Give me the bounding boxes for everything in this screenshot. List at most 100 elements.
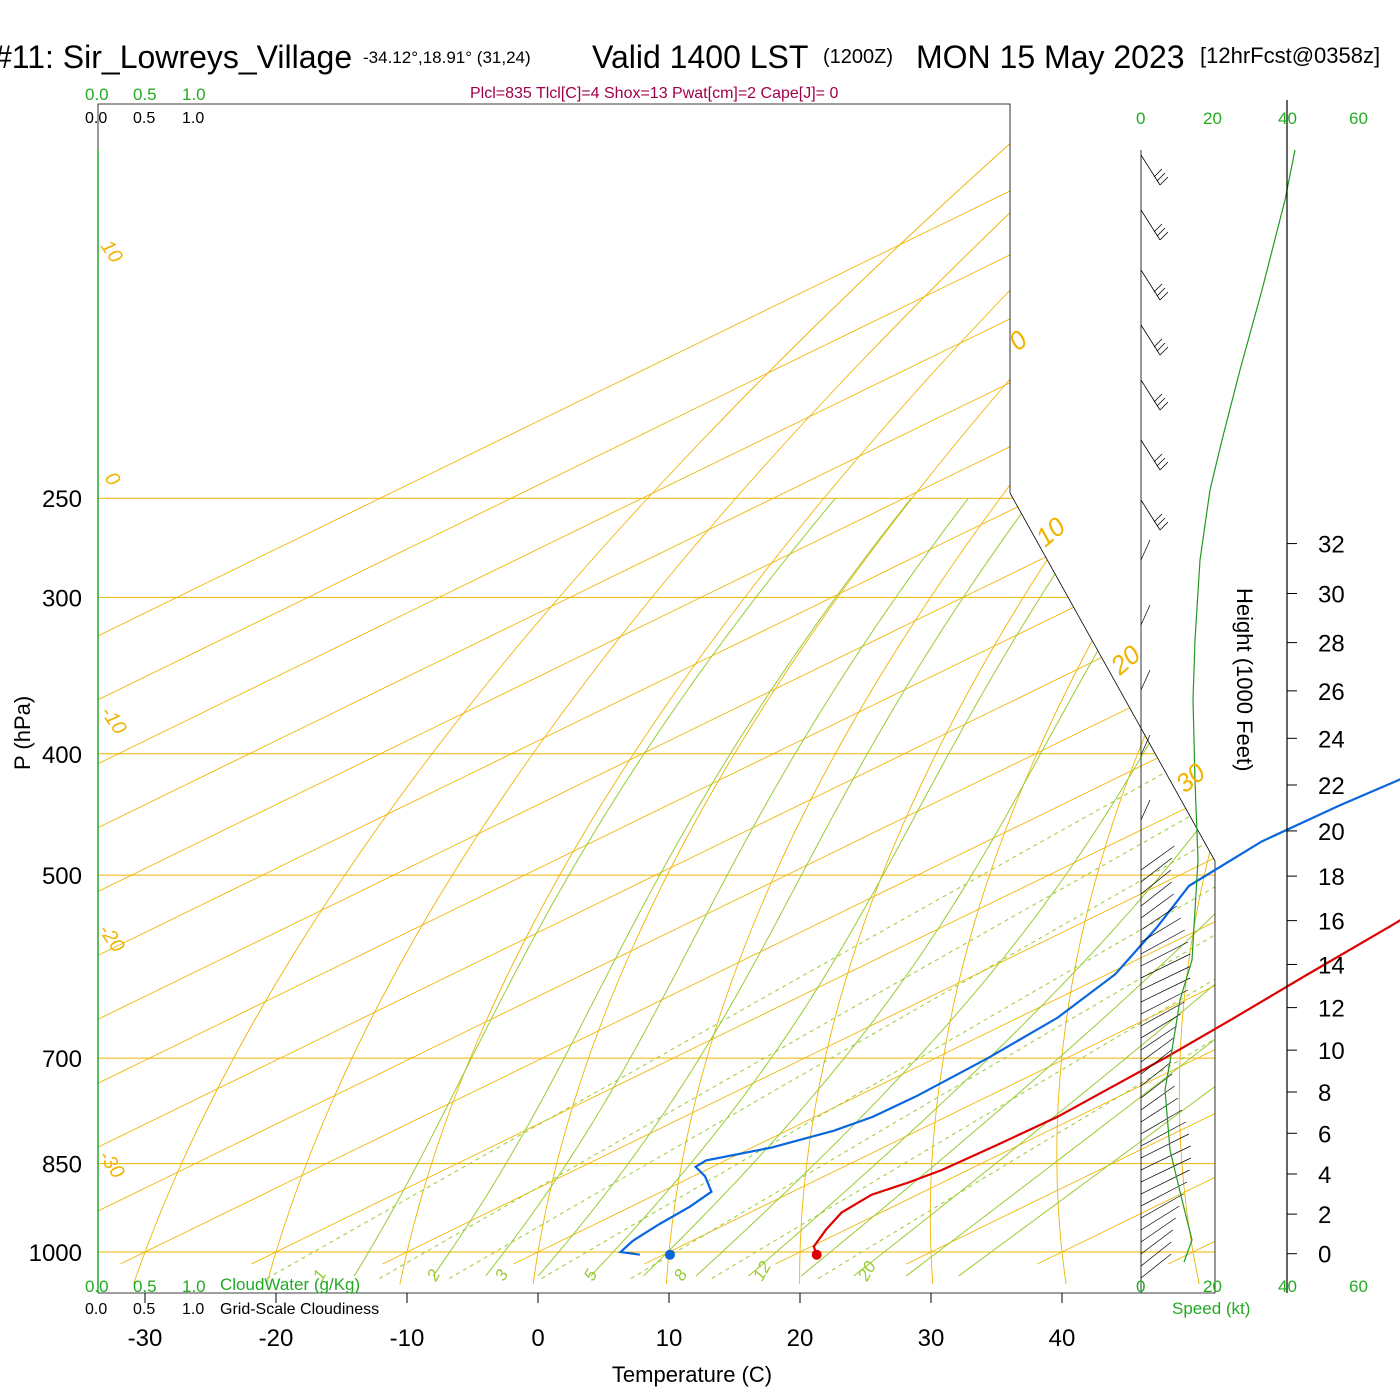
height-axis-title: Height (1000 Feet) — [1232, 588, 1257, 771]
mixing-ratio-5 — [541, 753, 1215, 1279]
moist-adiabat-32 — [905, 497, 1215, 1277]
pressure-tick-300: 300 — [42, 585, 82, 612]
height-tick-18: 18 — [1318, 864, 1345, 891]
height-tick-10: 10 — [1318, 1038, 1345, 1065]
wind-barb-lower — [1140, 1133, 1189, 1159]
mixing-ratio-3 — [448, 753, 1215, 1279]
mixing-ratio-label-2: 2 — [423, 1266, 445, 1285]
isotherm--80 — [98, 104, 1215, 1265]
pressure-ticks: 250 300 400 500 700 850 1000 — [29, 486, 82, 1267]
height-tick-22: 22 — [1318, 773, 1345, 800]
cloudwater-scale-1: 1.0 — [182, 85, 206, 104]
temperature-tick--20: -20 — [259, 1325, 294, 1352]
wind-barbs — [1140, 154, 1192, 1279]
cloudiness-scale-1: 1.0 — [182, 110, 204, 127]
moist-adiabat-20 — [748, 497, 1215, 1277]
temperature-tick-40: 40 — [1049, 1325, 1076, 1352]
wind-barb-lower — [1140, 1181, 1188, 1207]
moist-adiabat-16 — [695, 497, 1215, 1277]
wind-barb-lower — [1140, 893, 1174, 919]
wind-barb-upper-3 — [1140, 324, 1161, 356]
dry-adiabat-40 — [1056, 104, 1215, 1285]
isotherm--130 — [98, 104, 1189, 1265]
wind-barb-mid — [1140, 604, 1151, 626]
isotherm--90 — [98, 104, 1215, 1265]
isotherm-label-left-1: 0 — [100, 468, 124, 490]
cloudwater-scale-bottom-0: 0.0 — [85, 1277, 109, 1296]
wind-barb-upper-0 — [1140, 154, 1161, 186]
mixing-ratio-label-20: 20 — [854, 1258, 881, 1285]
wind-barb-lower — [1140, 941, 1189, 967]
moist-adiabat--4 — [432, 497, 912, 1277]
zulu-time: (1200Z) — [823, 46, 893, 68]
wind-barb-lower — [1140, 989, 1189, 1015]
isotherm--10 — [382, 104, 1215, 1265]
valid-date: MON 15 May 2023 — [916, 39, 1185, 75]
wind-barb-upper-feather-4-0 — [1159, 401, 1169, 411]
height-tick-2: 2 — [1318, 1202, 1331, 1229]
dry-adiabat-30 — [929, 104, 1215, 1285]
isotherm-label-right-0: 0 — [1003, 324, 1034, 357]
pressure-tick-1000: 1000 — [29, 1240, 82, 1267]
wind-barb-lower — [1140, 1241, 1172, 1267]
forecast-info: [12hrFcst@0358z] — [1200, 43, 1380, 68]
wind-barb-upper-feather-4-1 — [1156, 397, 1166, 407]
wind-barb-upper-feather-5-1 — [1156, 457, 1166, 467]
cloudwater-label: CloudWater (g/Kg) — [220, 1275, 360, 1294]
wind-barb-lower — [1140, 1037, 1174, 1063]
valid-time: Valid 1400 LST — [592, 39, 808, 75]
wind-barb-upper-feather-5-2 — [1153, 453, 1163, 463]
dry-adiabat-0 — [532, 104, 1215, 1285]
wind-barb-lower — [1140, 1169, 1190, 1195]
height-tick-26: 26 — [1318, 679, 1345, 706]
dry-adiabat--10 — [399, 104, 1199, 1285]
height-tick-20: 20 — [1318, 819, 1345, 846]
wind-barb-lower — [1140, 905, 1178, 931]
isotherm--120 — [98, 104, 1215, 1265]
pressure-axis-title: P (hPa) — [10, 696, 35, 770]
wind-barb-lower — [1140, 1205, 1180, 1231]
wind-barb-upper-6 — [1140, 499, 1161, 531]
height-tick-16: 16 — [1318, 909, 1345, 936]
wind-speed-profile — [1164, 149, 1296, 1263]
wind-barb-upper-feather-6-2 — [1153, 513, 1163, 523]
mixing-ratio-label-8: 8 — [670, 1266, 691, 1284]
isotherm--20 — [251, 104, 1215, 1265]
moist-adiabat-12 — [643, 497, 1192, 1277]
wind-barb-upper-feather-2-1 — [1156, 287, 1166, 297]
height-tick-6: 6 — [1318, 1121, 1331, 1148]
mixing-ratio-2 — [379, 753, 1215, 1279]
temperature-tick-0: 0 — [531, 1325, 544, 1352]
station-coords: -34.12°,18.91° (31,24) — [363, 48, 531, 67]
wind-barb-lower — [1140, 917, 1182, 943]
temperature-curve — [812, 919, 1400, 1256]
wind-barb-upper-feather-6-1 — [1156, 517, 1166, 527]
dry-adiabat--30 — [133, 104, 1055, 1285]
isotherm-0 — [513, 104, 1215, 1265]
speed-scale-top-60: 60 — [1349, 109, 1368, 128]
skewt-grid — [98, 104, 1215, 1285]
wind-barb-upper-feather-4-2 — [1153, 393, 1163, 403]
cloudwater-scale-0: 0.0 — [85, 85, 109, 104]
mixing-ratio-8 — [630, 753, 1215, 1279]
cloudiness-scale-bottom-05: 0.5 — [133, 1301, 155, 1318]
wind-barb-upper-feather-2-0 — [1159, 291, 1169, 301]
dry-adiabat--20 — [266, 104, 1127, 1285]
cloudwater-scale-05: 0.5 — [133, 85, 157, 104]
wind-barb-lower — [1140, 845, 1175, 871]
isotherm-label-left-0: 10 — [96, 236, 127, 267]
height-tick-4: 4 — [1318, 1162, 1331, 1189]
speed-scale-bottom-40: 40 — [1278, 1277, 1297, 1296]
wind-barb-lower — [1140, 1229, 1174, 1255]
wind-barb-mid — [1140, 669, 1151, 691]
pressure-tick-700: 700 — [42, 1046, 82, 1073]
isotherm-10 — [644, 104, 1215, 1265]
pressure-tick-400: 400 — [42, 742, 82, 769]
wind-barb-mid — [1140, 734, 1151, 756]
height-tick-24: 24 — [1318, 726, 1345, 753]
wind-barb-lower — [1140, 1109, 1183, 1135]
speed-scale-top-20: 20 — [1203, 109, 1222, 128]
wind-barb-mid — [1140, 799, 1151, 821]
